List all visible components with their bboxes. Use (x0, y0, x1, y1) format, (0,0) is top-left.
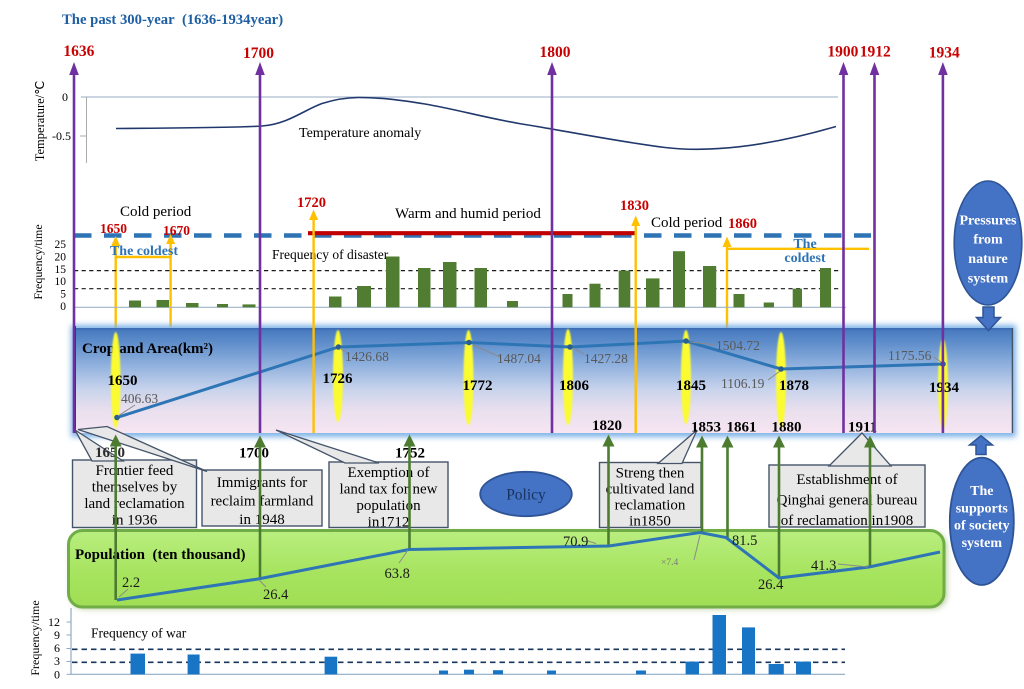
svg-text:1806: 1806 (559, 378, 590, 394)
svg-text:1878: 1878 (779, 378, 809, 394)
svg-text:land tax for new: land tax for new (340, 482, 438, 498)
svg-text:12: 12 (48, 615, 60, 629)
svg-text:system: system (968, 272, 1009, 287)
svg-text:Cropland Area(km²): Cropland Area(km²) (82, 341, 213, 357)
svg-text:1650: 1650 (100, 221, 127, 236)
svg-text:1820: 1820 (592, 418, 622, 434)
svg-text:Streng then: Streng then (616, 466, 685, 482)
svg-text:1900: 1900 (827, 44, 858, 61)
svg-text:The: The (793, 237, 816, 252)
svg-text:0: 0 (54, 668, 60, 682)
svg-text:nature: nature (968, 252, 1007, 267)
svg-text:1830: 1830 (620, 198, 649, 214)
svg-text:25: 25 (55, 239, 67, 251)
svg-text:1426.68: 1426.68 (345, 349, 389, 364)
svg-text:Temperature/℃: Temperature/℃ (33, 81, 47, 162)
svg-text:The past 300-year (1636-1934y: The past 300-year (1636-1934year) (62, 12, 283, 28)
svg-text:1861: 1861 (727, 420, 757, 436)
svg-text:themselves by: themselves by (92, 480, 178, 496)
svg-text:Pressures: Pressures (959, 214, 1017, 229)
svg-text:Frontier feed: Frontier feed (96, 463, 174, 479)
svg-text:×7.4: ×7.4 (661, 558, 678, 568)
svg-text:Frequency/time: Frequency/time (28, 600, 42, 675)
svg-text:Immigrants for: Immigrants for (217, 475, 307, 491)
svg-text:41.3: 41.3 (811, 558, 836, 574)
svg-text:supports: supports (956, 502, 1009, 517)
svg-text:Exemption of: Exemption of (347, 465, 429, 481)
svg-text:1934: 1934 (929, 44, 960, 61)
svg-text:2.2: 2.2 (122, 575, 140, 591)
svg-text:3: 3 (54, 654, 60, 668)
svg-text:406.63: 406.63 (121, 391, 158, 406)
svg-text:1912: 1912 (860, 44, 891, 61)
svg-text:15: 15 (55, 264, 67, 276)
svg-text:1700: 1700 (243, 45, 274, 62)
svg-text:5: 5 (60, 289, 66, 301)
svg-text:1636: 1636 (63, 43, 94, 60)
svg-text:26.4: 26.4 (263, 587, 289, 603)
svg-text:0: 0 (62, 90, 68, 104)
svg-text:63.8: 63.8 (385, 566, 410, 582)
svg-text:0: 0 (60, 301, 66, 313)
svg-text:1860: 1860 (728, 216, 757, 232)
svg-text:coldest: coldest (784, 251, 826, 266)
svg-text:1911: 1911 (848, 420, 877, 436)
svg-text:81.5: 81.5 (732, 533, 757, 549)
svg-text:1650: 1650 (108, 373, 138, 389)
svg-text:1670: 1670 (163, 223, 190, 238)
svg-text:in1712: in1712 (368, 515, 410, 531)
svg-text:Establishment of: Establishment of (796, 472, 897, 488)
svg-text:1427.28: 1427.28 (584, 351, 628, 366)
svg-text:Frequency of war: Frequency of war (91, 626, 187, 641)
svg-text:of society: of society (954, 519, 1010, 534)
svg-text:1800: 1800 (540, 44, 571, 61)
svg-text:system: system (962, 536, 1003, 551)
svg-text:of reclamation in1908: of reclamation in1908 (781, 513, 913, 529)
svg-text:Temperature anomaly: Temperature anomaly (299, 126, 421, 141)
svg-text:1880: 1880 (772, 420, 802, 436)
svg-text:1700: 1700 (239, 446, 269, 462)
svg-text:6: 6 (54, 641, 60, 655)
svg-text:1853: 1853 (691, 420, 721, 436)
svg-text:1720: 1720 (297, 195, 326, 211)
svg-text:1772: 1772 (463, 378, 493, 394)
svg-text:1175.56: 1175.56 (888, 348, 932, 363)
svg-text:20: 20 (55, 251, 67, 263)
svg-text:1726: 1726 (323, 371, 354, 387)
svg-text:reclamation: reclamation (615, 498, 686, 514)
svg-text:cultivated land: cultivated land (606, 482, 695, 498)
svg-text:in 1936: in 1936 (112, 513, 158, 529)
svg-text:1504.72: 1504.72 (716, 338, 760, 353)
svg-text:1650: 1650 (95, 445, 125, 461)
svg-text:Qinghai general bureau: Qinghai general bureau (777, 493, 918, 509)
svg-text:10: 10 (55, 276, 67, 288)
svg-text:70.9: 70.9 (563, 534, 588, 550)
svg-text:reclaim farmland: reclaim farmland (211, 494, 314, 510)
svg-text:in 1948: in 1948 (239, 512, 284, 528)
svg-text:1934: 1934 (929, 380, 960, 396)
svg-text:Frequency of disaster: Frequency of disaster (272, 247, 389, 262)
svg-text:from: from (973, 233, 1003, 248)
svg-text:1487.04: 1487.04 (497, 351, 541, 366)
svg-text:Population (ten thousand): Population (ten thousand) (75, 547, 245, 563)
svg-text:-0.5: -0.5 (52, 129, 71, 143)
svg-text:1845: 1845 (676, 378, 706, 394)
svg-text:The: The (970, 484, 993, 499)
svg-text:1106.19: 1106.19 (721, 376, 765, 391)
svg-text:Policy: Policy (506, 487, 546, 504)
svg-text:Frequency/time: Frequency/time (31, 224, 45, 299)
svg-text:population: population (356, 498, 421, 514)
svg-text:The coldest: The coldest (110, 244, 178, 259)
svg-text:land reclamation: land reclamation (84, 496, 185, 512)
svg-text:Cold period: Cold period (651, 215, 723, 231)
svg-text:in1850: in1850 (629, 514, 671, 530)
svg-text:9: 9 (54, 628, 60, 642)
svg-text:Cold period: Cold period (120, 204, 192, 220)
svg-text:26.4: 26.4 (758, 577, 784, 593)
svg-text:Warm and humid period: Warm and humid period (395, 206, 541, 222)
